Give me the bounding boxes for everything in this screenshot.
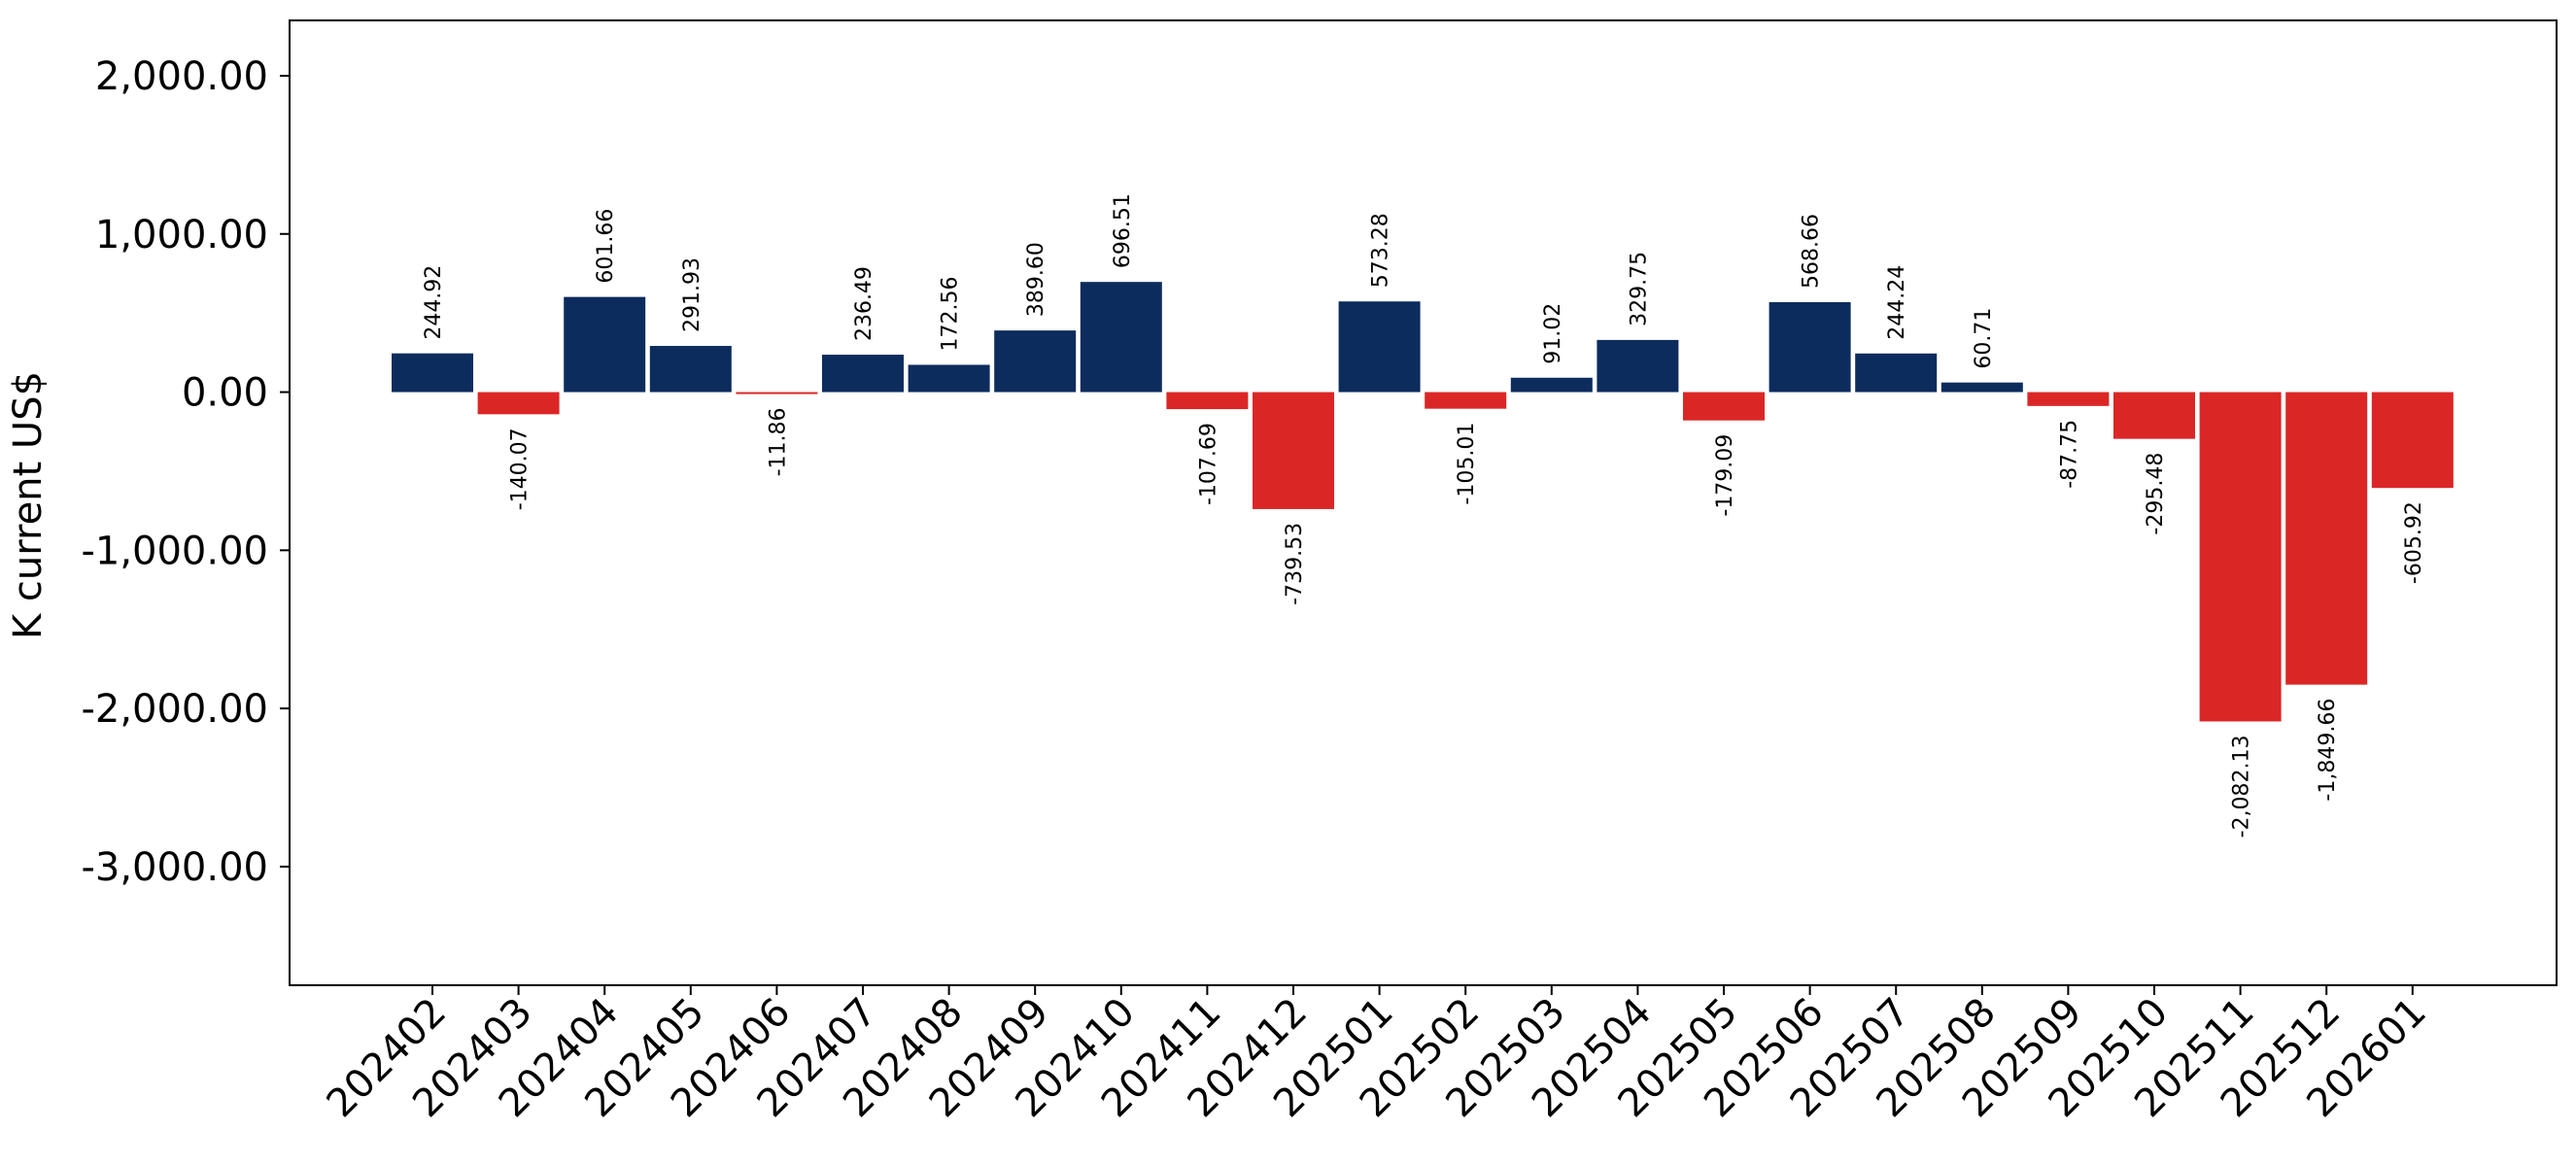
data-label: -739.53 [1283,523,1307,605]
bar [477,392,560,415]
bar [822,355,904,393]
y-tick-label: -2,000.00 [81,687,268,732]
data-label: 291.93 [680,257,704,332]
bar [1080,282,1162,393]
bar [1253,392,1334,509]
data-label: 60.71 [1972,308,1996,369]
data-label: -107.69 [1196,423,1220,505]
bar [2199,392,2282,722]
bar [1425,392,1507,409]
bar [649,346,732,393]
bar [1597,339,1679,393]
data-label: -179.09 [1713,434,1737,517]
data-label: 329.75 [1627,252,1651,326]
data-label: 601.66 [594,209,618,284]
bar [1683,392,1765,421]
data-label: -605.92 [2402,501,2426,584]
y-tick-label: -3,000.00 [81,845,268,890]
bar [1769,301,1851,393]
y-axis-label: K current US$ [6,371,51,639]
bar [1338,301,1421,393]
data-label: -140.07 [508,428,532,510]
data-label: 568.66 [1800,214,1824,289]
y-tick-label: 1,000.00 [95,213,268,257]
bar [392,353,473,393]
data-label: 389.60 [1024,242,1048,317]
y-tick-label: -1,000.00 [81,529,268,573]
plot-frame [289,19,2558,986]
bar [2113,392,2195,439]
data-label: -2,082.13 [2230,735,2254,838]
data-label: -105.01 [1455,423,1479,505]
data-label: 244.24 [1885,265,1909,340]
bar [2371,392,2454,489]
data-label: 172.56 [939,276,963,351]
data-label: 573.28 [1369,213,1393,288]
y-tick-label: 0.00 [182,371,268,416]
data-label: 236.49 [852,266,876,341]
bar [1166,392,1249,410]
bar [994,330,1077,393]
chart-marks: 2,000.00 1,000.00 0.00 -1,000.00 -2,000.00 -3… [81,54,2454,1126]
bar [1941,382,2023,393]
bar [564,296,646,393]
data-label: 244.92 [422,265,446,340]
data-label: -11.86 [766,407,790,476]
bar [908,364,990,393]
bar [2027,392,2110,406]
data-label: 91.02 [1541,303,1565,364]
bar [2285,392,2368,685]
bar [1510,377,1593,393]
bar [1855,353,1938,393]
data-label: -87.75 [2057,420,2081,489]
data-label: -295.48 [2144,453,2168,535]
bar [736,392,818,394]
data-label: -1,849.66 [2316,699,2340,802]
data-label: 696.51 [1111,193,1135,268]
y-tick-label: 2,000.00 [95,54,268,99]
